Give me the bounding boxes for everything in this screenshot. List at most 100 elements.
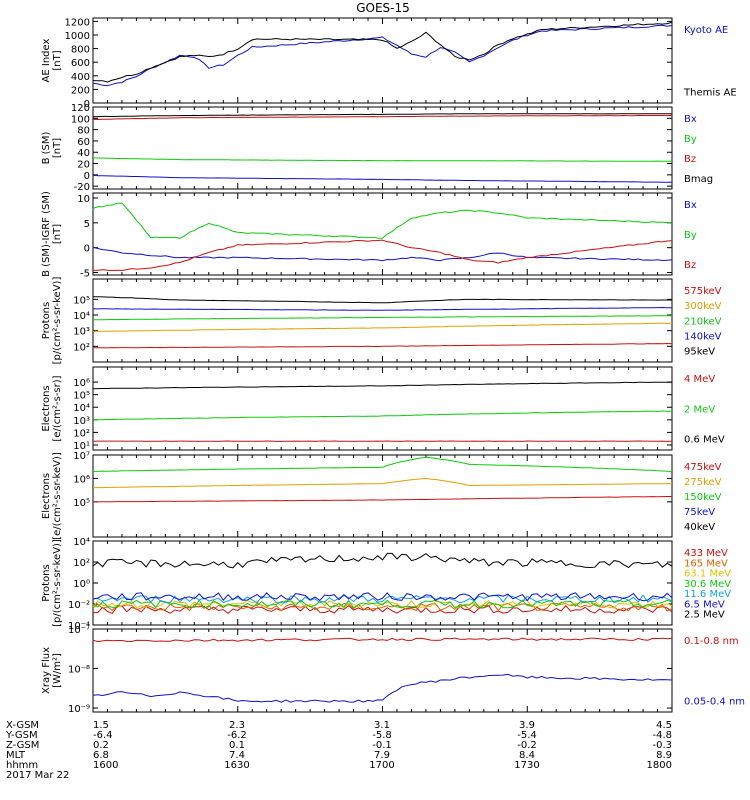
legend-item: 0.05-0.4 nm [684, 697, 745, 708]
ephemeris-value: 1630 [224, 760, 249, 771]
ephemeris-row-label: MLT [6, 750, 26, 761]
series-line-by [92, 157, 673, 162]
panel-frame [92, 278, 673, 363]
ephemeris-value: 2.3 [229, 720, 245, 731]
y-tick-label: 10 [77, 194, 90, 205]
ephemeris-value: -6.2 [227, 730, 247, 741]
y-tick-label: 10⁶ [73, 474, 90, 485]
legend-item: 210keV [684, 316, 722, 327]
y-tick-label: 20 [77, 160, 90, 171]
ephemeris-value: 4.5 [656, 720, 672, 731]
legend-item: Kyoto AE [684, 25, 728, 36]
ephemeris-row-label: Z-GSM [6, 740, 39, 751]
ephemeris-value: 1800 [647, 760, 672, 771]
y-tick-label: -20 [74, 182, 90, 193]
series-line-bz [92, 239, 673, 272]
y-axis-label: Electrons [41, 473, 52, 519]
series-line-kyoto-ae [92, 24, 673, 87]
series-line-0-6-mev [92, 381, 672, 390]
series-line-bmag [92, 113, 673, 118]
legend-item: 40keV [684, 522, 715, 533]
y-tick-label: 10³ [73, 416, 90, 427]
series-line-6-5-mev [92, 592, 673, 602]
y-tick-label: 10⁴ [73, 537, 90, 548]
y-axis-unit: [p/(cm²-s-sr-keV)] [52, 539, 63, 627]
plot-title: GOES-15 [356, 1, 410, 15]
y-tick-label: 10⁵ [73, 295, 90, 306]
series-line-63-1-mev [92, 599, 673, 609]
y-tick-label: 10¹ [73, 441, 90, 452]
y-tick-label: -5 [80, 269, 90, 280]
ephemeris-value: -0.1 [372, 740, 392, 751]
y-tick-label: 200 [71, 85, 90, 96]
y-axis-label: Protons [41, 564, 52, 601]
legend-item: 2 MeV [684, 404, 715, 415]
y-tick-label: 80 [77, 126, 90, 137]
y-tick-label: 0 [84, 171, 90, 182]
y-axis-label: Electrons [41, 385, 52, 431]
ephemeris-value: 7.4 [229, 750, 245, 761]
ephemeris-value: -5.4 [517, 730, 537, 741]
legend-item: Bmag [684, 174, 713, 185]
y-axis-label: AE Index [41, 38, 52, 82]
legend-item: 475keV [684, 462, 722, 473]
y-axis-unit: [nT] [52, 50, 63, 70]
y-tick-label: 0 [84, 244, 90, 255]
y-tick-label: 400 [71, 72, 90, 83]
legend-item: 6.5 MeV [684, 599, 725, 610]
legend-item: Bx [684, 200, 697, 211]
ephemeris-value: 1700 [369, 760, 394, 771]
series-line-bx [92, 246, 673, 262]
series-line-575kev [92, 342, 673, 349]
ephemeris-value: 1730 [514, 760, 539, 771]
y-tick-label: 10³ [73, 327, 90, 338]
legend-item: 75keV [684, 507, 715, 518]
ephemeris-value: -0.3 [652, 740, 672, 751]
y-tick-label: 600 [71, 58, 90, 69]
y-axis-label: B (SM)-IGRF (SM) [41, 191, 52, 277]
ephemeris-value: 6.8 [93, 750, 109, 761]
y-tick-label: 0 [84, 99, 90, 110]
y-tick-label: 800 [71, 45, 90, 56]
y-axis-unit: [p/(cm²-s-sr-keV)] [52, 277, 63, 365]
legend-item: 95keV [684, 347, 715, 358]
ephemeris-value: 3.9 [519, 720, 535, 731]
y-tick-label: 10² [73, 558, 90, 569]
y-tick-label: 10² [73, 428, 90, 439]
y-tick-label: 10⁻² [68, 600, 90, 611]
panel-6: 10⁵ 10⁶ 10⁷ Electrons [e/(cm²-s-sr-keV)] 475k… [41, 451, 722, 540]
series-line-150kev [93, 456, 673, 472]
legend-item: Bx [684, 114, 697, 125]
ephemeris-value: -5.8 [372, 730, 392, 741]
panel-frame [92, 17, 673, 104]
legend-item: 275keV [684, 477, 722, 488]
legend-item: By [684, 134, 697, 145]
ephemeris-value: -4.8 [652, 730, 672, 741]
ephemeris-row-label: Y-GSM [5, 730, 38, 741]
series-line-bz [92, 114, 673, 121]
y-tick-label: 10⁴ [73, 403, 90, 414]
y-axis-label: B (SM) [41, 131, 52, 164]
y-tick-label: 10² [73, 342, 90, 353]
panel-4: 10² 10³ 10⁴ 10⁵ Protons [p/(cm²-s-sr-keV)] 575… [41, 277, 722, 365]
ephemeris-value: -6.4 [93, 730, 113, 741]
series-line-bx [92, 174, 672, 183]
panel-frame [92, 106, 673, 190]
y-tick-label: 1000 [65, 31, 90, 42]
panel-8: 10⁻⁹ 10⁻⁸ 10⁻⁷ Xray Flux [W/m²] 0.1-0.8 nm 0.0… [41, 625, 745, 715]
legend-item: 140keV [684, 332, 722, 343]
y-tick-label: 1200 [65, 17, 90, 28]
ephemeris-value: 8.4 [519, 750, 535, 761]
series-line-themis-ae [92, 21, 673, 83]
series-line-by [92, 202, 673, 239]
ephemeris-value: 3.1 [374, 720, 390, 731]
y-tick-label: 10⁵ [73, 391, 90, 402]
series-line-2-5-mev [92, 552, 673, 569]
ephemeris-value: 0.1 [229, 740, 245, 751]
y-tick-label: 100 [71, 114, 90, 125]
ephemeris-row-label: X-GSM [6, 720, 39, 731]
ephemeris-row-label: hhmm [6, 760, 38, 771]
legend-item: 433 MeV [684, 548, 728, 559]
